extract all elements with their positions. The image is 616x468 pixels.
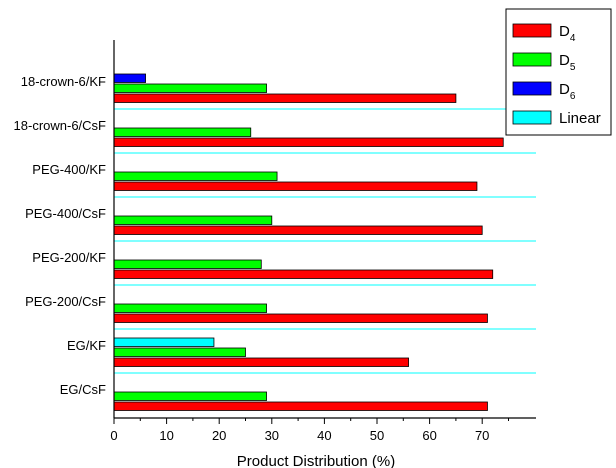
- x-tick-label-30: 30: [265, 428, 279, 443]
- axes: [113, 40, 536, 419]
- legend-label-linear: Linear: [559, 110, 601, 127]
- legend-swatch-d5: [512, 52, 552, 67]
- category-label-peg-400-csf: PEG-400/CsF: [25, 206, 106, 221]
- x-axis-title: Product Distribution (%): [237, 453, 395, 468]
- x-tick-label-70: 70: [475, 428, 489, 443]
- bar-d5-peg-400-kf: [113, 171, 278, 181]
- category-label-18-crown-6-kf: 18-crown-6/KF: [21, 74, 106, 89]
- x-tick-label-50: 50: [370, 428, 384, 443]
- bar-d4-eg-kf: [113, 357, 409, 367]
- legend-swatch-d6: [512, 81, 552, 96]
- bar-d4-peg-200-csf: [113, 313, 488, 323]
- bar-d4-eg-csf: [113, 401, 488, 411]
- legend-swatch-linear: [512, 110, 552, 125]
- category-label-18-crown-6-csf: 18-crown-6/CsF: [14, 118, 107, 133]
- category-label-eg-kf: EG/KF: [67, 338, 106, 353]
- category-label-peg-200-kf: PEG-200/KF: [32, 250, 106, 265]
- bar-d5-18-crown-6-kf: [113, 83, 267, 93]
- x-tick-label-0: 0: [110, 428, 117, 443]
- x-tick-label-60: 60: [422, 428, 436, 443]
- x-tick-label-40: 40: [317, 428, 331, 443]
- x-tick-label-10: 10: [159, 428, 173, 443]
- x-ticks: 0 10 20 30 40 50 60 70: [110, 418, 509, 443]
- x-tick-label-20: 20: [212, 428, 226, 443]
- legend-swatch-d4: [512, 23, 552, 38]
- bar-d5-eg-kf: [113, 347, 246, 357]
- bar-d5-peg-200-csf: [113, 303, 267, 313]
- bar-d4-peg-400-kf: [113, 181, 478, 191]
- bar-d4-18-crown-6-csf: [113, 137, 504, 147]
- group-separators: [114, 108, 536, 374]
- bar-d4-peg-200-kf: [113, 269, 494, 279]
- bar-d5-18-crown-6-csf: [113, 127, 252, 137]
- category-label-peg-200-csf: PEG-200/CsF: [25, 294, 106, 309]
- bar-d4-peg-400-csf: [113, 225, 483, 235]
- category-label-peg-400-kf: PEG-400/KF: [32, 162, 106, 177]
- bar-d5-peg-200-kf: [113, 259, 262, 269]
- bar-d5-eg-csf: [113, 391, 267, 401]
- bars: [113, 73, 504, 411]
- bar-linear-eg-kf: [113, 337, 215, 347]
- bar-d6-18-crown-6-kf: [113, 73, 146, 83]
- category-label-eg-csf: EG/CsF: [60, 382, 106, 397]
- bar-d5-peg-400-csf: [113, 215, 273, 225]
- category-labels: 18-crown-6/KF 18-crown-6/CsF PEG-400/KF PEG…: [14, 74, 107, 397]
- bar-d4-18-crown-6-kf: [113, 93, 457, 103]
